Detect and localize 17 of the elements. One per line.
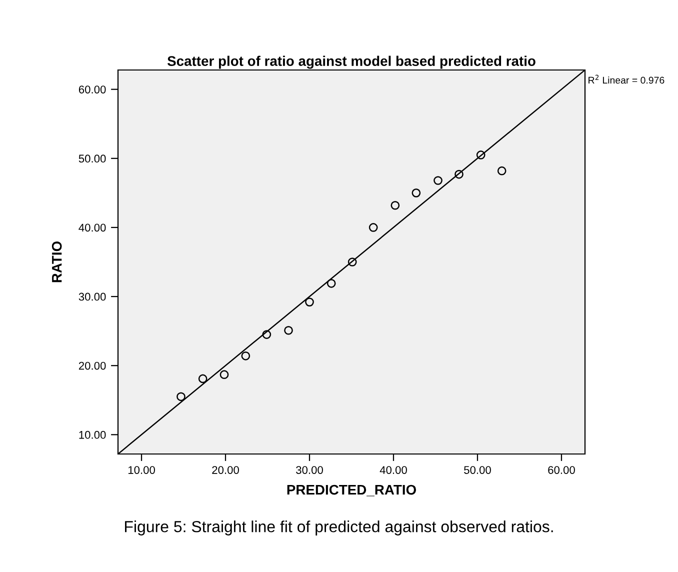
chart-title: Scatter plot of ratio against model based predicted ratio	[167, 56, 536, 69]
y-axis-title: RATIO	[52, 241, 62, 282]
x-tick-label: 40.00	[380, 466, 407, 474]
y-tick-label: 10.00	[79, 430, 106, 439]
annotation: R$^{2}$ Linear = 0.976	[588, 74, 664, 84]
x-tick-label: 30.00	[296, 466, 323, 474]
x-tick-label: 50.00	[464, 466, 491, 474]
y-tick-label: 30.00	[78, 292, 106, 301]
y-tick-label: 40.00	[78, 224, 106, 232]
x-tick-label: 10.00	[128, 466, 155, 474]
y-tick-label: 60.00	[78, 86, 106, 94]
y-tick-label: 20.00	[78, 362, 106, 370]
y-tick-label: 50.00	[78, 154, 106, 163]
x-tick-label: 20.00	[212, 466, 239, 474]
x-tick-label: 60.00	[548, 466, 575, 474]
x-axis-title: PREDICTED_RATIO	[287, 484, 416, 496]
caption: Figure 5: Straight line fit of predicted against observed ratios.	[125, 520, 553, 536]
